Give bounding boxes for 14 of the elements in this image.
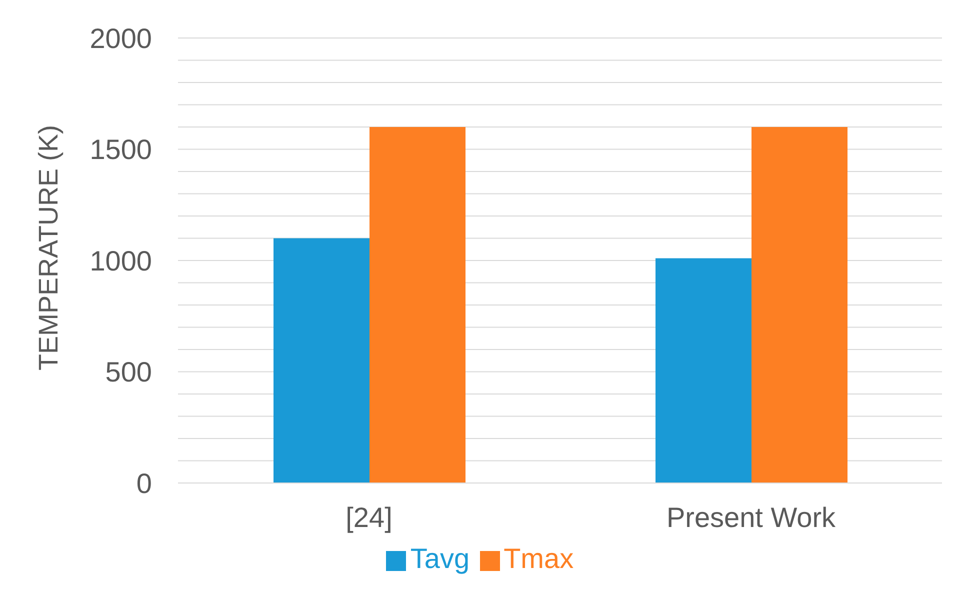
legend-label: Tmax xyxy=(504,543,574,574)
bar xyxy=(656,258,752,483)
y-tick-label: 0 xyxy=(136,468,152,499)
bar xyxy=(752,127,848,483)
y-tick-label: 500 xyxy=(105,356,152,388)
bar xyxy=(370,127,466,483)
y-tick-label: 2000 xyxy=(90,22,152,54)
legend-label: Tavg xyxy=(410,543,470,574)
y-tick-label: 1500 xyxy=(90,134,152,166)
y-tick-label: 1000 xyxy=(90,245,152,276)
bar xyxy=(274,238,370,483)
y-axis-title: TEMPERATURE (K) xyxy=(34,124,64,370)
x-tick-label: Present Work xyxy=(666,502,837,533)
x-tick-label: [24] xyxy=(346,502,392,533)
